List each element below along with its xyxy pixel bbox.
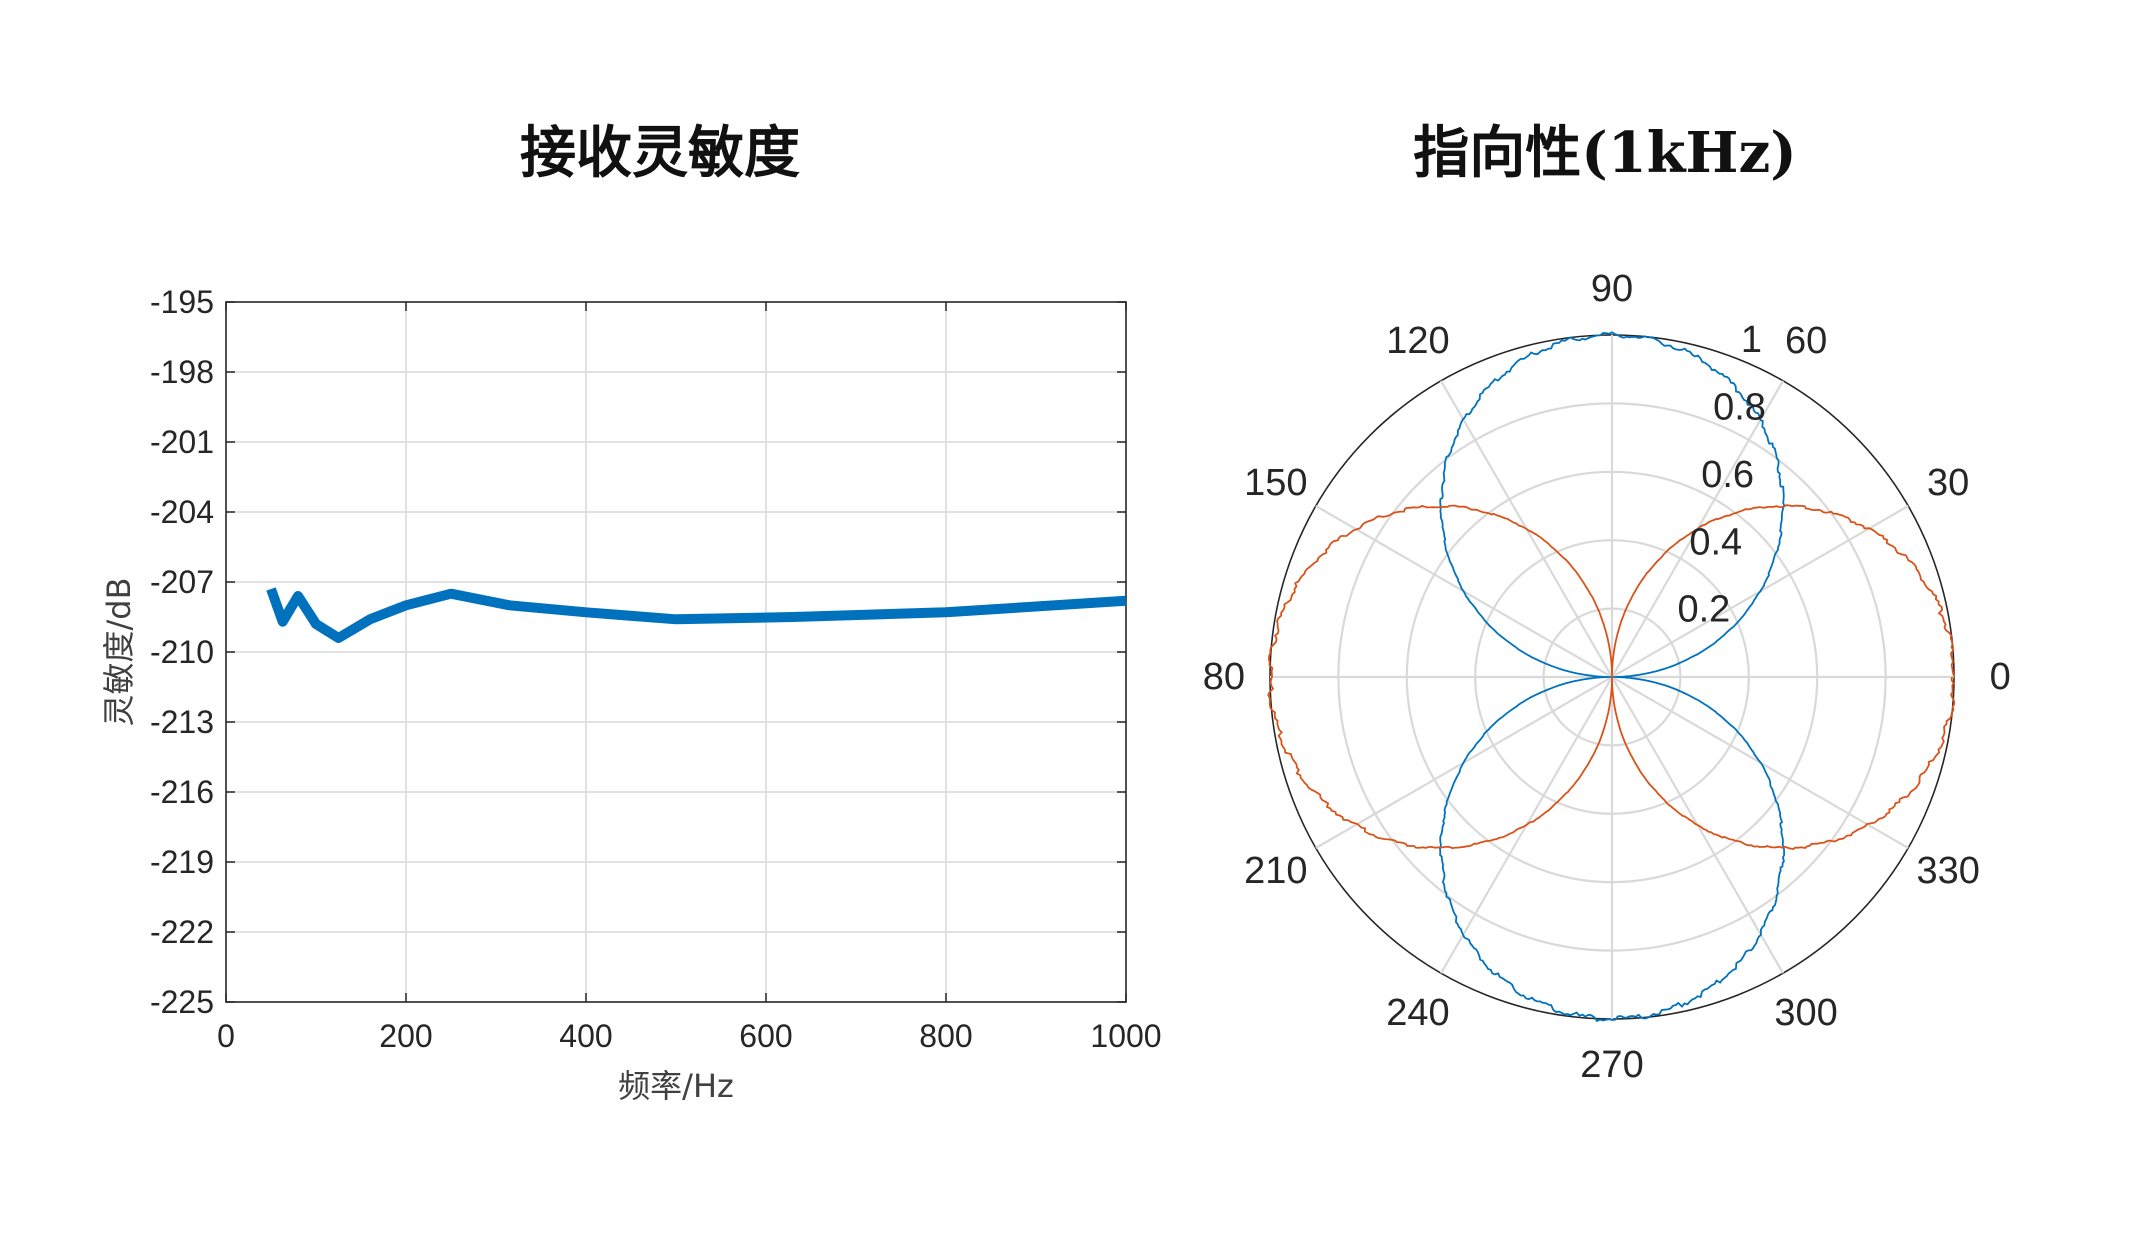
x-tick-label: 600 [739,1018,792,1054]
polar-angle-label: 330 [1916,850,1979,892]
polar-angle-label: 80 [1203,656,1245,698]
polar-radius-label: 0.6 [1701,454,1754,496]
left-chart-title: 接收灵敏度 [520,120,800,186]
y-tick-label: -201 [150,424,214,460]
polar-angle-label: 150 [1244,462,1307,504]
x-tick-label: 400 [559,1018,612,1054]
y-tick-label: -222 [150,914,214,950]
x-tick-label: 0 [217,1018,235,1054]
polar-radius-label: 1 [1741,319,1762,361]
polar-angle-label: 300 [1774,992,1837,1034]
x-tick-label: 200 [379,1018,432,1054]
y-axis-label: 灵敏度/dB [100,577,138,726]
y-tick-label: -204 [150,494,214,530]
y-tick-label: -216 [150,774,214,810]
polar-series-orange [1267,504,1956,851]
plot-frame [225,301,1127,1003]
polar-angle-label: 90 [1591,268,1633,310]
polar-radius-label: 0.2 [1677,589,1730,631]
polar-angle-label: 30 [1927,462,1969,504]
polar-radius-label: 0.8 [1713,387,1766,429]
polar-radius-label: 0.4 [1689,521,1742,563]
y-tick-label: -195 [150,284,214,320]
right-chart-title: 指向性(1kHz) [1413,120,1797,186]
sensitivity-series-line [266,587,1127,643]
y-tick-label: -198 [150,354,214,390]
polar-angle-label: 60 [1785,320,1827,362]
y-tick-label: -210 [150,634,214,670]
y-tick-label: -219 [150,844,214,880]
polar-angle-label: 120 [1386,320,1449,362]
x-tick-label: 800 [919,1018,972,1054]
polar-angle-label: 210 [1244,850,1307,892]
y-tick-label: -207 [150,564,214,600]
x-tick-label: 1000 [1090,1018,1161,1054]
y-tick-label: -225 [150,984,214,1020]
polar-angle-label: 0 [1990,656,2011,698]
polar-angle-label: 240 [1386,992,1449,1034]
y-tick-label: -213 [150,704,214,740]
x-axis-label: 频率/Hz [618,1067,734,1105]
polar-angle-label: 270 [1580,1044,1643,1086]
